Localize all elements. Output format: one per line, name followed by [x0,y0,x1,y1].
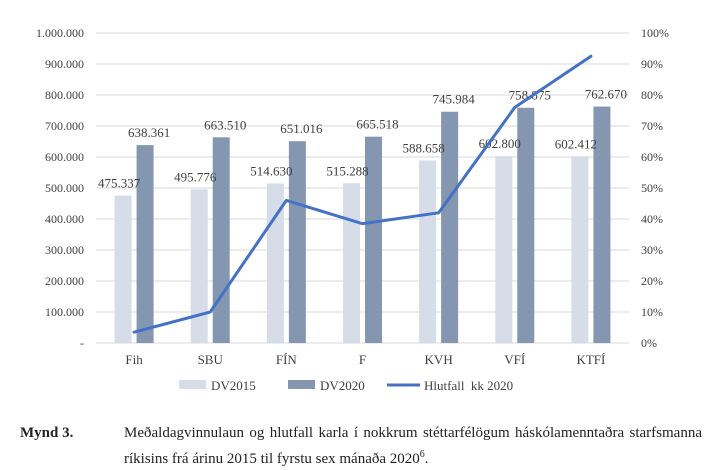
bar-dv2015 [190,189,208,343]
bar-dv2020 [212,137,230,343]
right-tick-label: 10% [641,305,663,319]
right-tick-label: 30% [641,243,663,257]
x-tick-label: VFÍ [504,352,525,367]
right-tick-label: 40% [641,212,663,226]
bar-dv2015 [495,156,513,343]
data-label-dv2015: 495.776 [174,169,217,184]
data-label-dv2020: 663.510 [204,117,246,132]
bar-dv2015 [571,156,589,343]
bar-dv2020 [365,136,382,343]
x-tick-label: FÍN [276,352,298,367]
right-tick-label: 0% [641,336,657,350]
data-label-dv2015: 514.630 [250,163,292,178]
line-hlutfall [132,54,593,334]
left-tick-label: 100.000 [45,305,84,319]
x-tick-label: Fih [125,352,143,367]
data-label-dv2015: 602.412 [555,136,597,151]
left-tick-label: 600.000 [45,150,84,164]
x-axis: Fih SBU FÍN F KVH VFÍ KTFÍ [125,352,605,367]
bar-dv2020 [593,106,611,344]
caption-main-text: Meðaldagvinnulaun og hlutfall karla í no… [124,425,702,467]
left-y-axis: - 100.000 200.000 300.000 400.000 500.000 600.… [36,26,84,350]
data-label-dv2020: 665.518 [356,117,398,132]
legend-swatch-dv2020 [288,380,315,389]
left-tick-label: 400.000 [45,212,84,226]
caption-end: . [424,451,429,467]
data-label-dv2015: 588.658 [403,141,445,156]
bar-dv2015 [419,160,437,343]
gridlines [96,32,629,344]
left-tick-label: 1.000.000 [36,26,84,40]
bar-dv2020 [136,145,154,343]
caption-label: Mynd 3. [20,425,74,441]
combo-chart: - 100.000 200.000 300.000 400.000 500.000 600.… [36,26,669,393]
data-label-dv2015: 475.337 [98,176,141,191]
data-label-dv2015: 602.800 [479,136,521,151]
x-tick-label: SBU [198,352,224,367]
left-tick-label: 500.000 [45,181,84,195]
data-label-dv2020: 762.670 [585,87,627,102]
x-tick-label: F [359,352,366,367]
left-tick-label: 300.000 [45,243,84,257]
legend-label-line: Hlutfall kk 2020 [424,378,513,393]
right-tick-label: 60% [641,150,663,164]
left-tick-label: 800.000 [45,88,84,102]
bar-dv2015 [114,195,132,343]
data-label-dv2020: 651.016 [280,121,323,136]
data-label-dv2020: 758.875 [509,88,551,103]
legend: DV2015 DV2020 Hlutfall kk 2020 [179,378,513,393]
caption-text: Meðaldagvinnulaun og hlutfall karla í no… [124,423,702,470]
x-tick-label: KVH [425,352,453,367]
left-tick-label: 700.000 [45,119,84,133]
right-y-axis: 0% 10% 20% 30% 40% 50% 60% 70% 80% 90% 100% [641,26,669,350]
bar-dv2015 [343,183,360,343]
right-tick-label: 20% [641,274,663,288]
right-tick-label: 80% [641,88,663,102]
data-label-dv2015: 515.288 [326,163,368,178]
line-series [132,54,593,334]
legend-label-dv2020: DV2020 [320,378,365,393]
bar-dv2020 [288,141,306,343]
bar-dv2020 [441,111,459,343]
right-tick-label: 90% [641,57,663,71]
legend-label-dv2015: DV2015 [211,378,256,393]
data-label-dv2020: 638.361 [128,125,170,140]
data-label-dv2020: 745.984 [433,92,476,107]
x-tick-label: KTFÍ [576,352,605,367]
bar-data-labels: 475.337 638.361 495.776 663.510 514.630 651.0… [98,87,627,191]
legend-swatch-dv2015 [179,380,206,389]
right-tick-label: 50% [641,181,663,195]
left-tick-label: 200.000 [45,274,84,288]
right-tick-label: 100% [641,26,669,40]
bar-dv2020 [517,107,535,343]
left-tick-label: - [80,336,84,350]
caption-footnote-mark: 6 [419,449,425,460]
right-tick-label: 70% [641,119,663,133]
left-tick-label: 900.000 [45,57,84,71]
